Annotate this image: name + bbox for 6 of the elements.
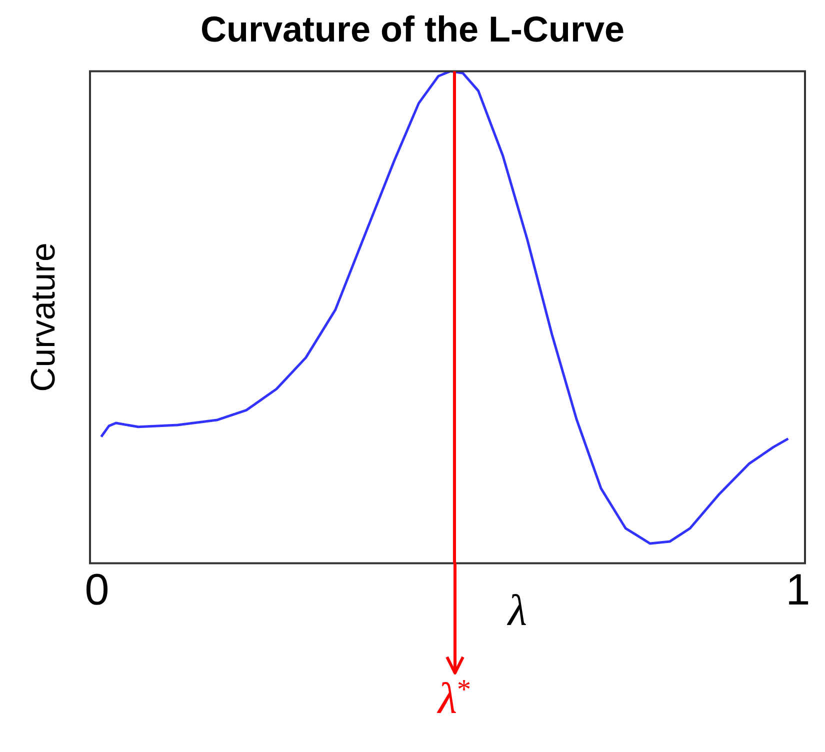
- y-axis-title: Curvature: [24, 242, 62, 392]
- x-axis-title: λ: [506, 586, 528, 635]
- chart-title: Curvature of the L-Curve: [200, 8, 625, 50]
- ref-line-label: λ*: [436, 674, 472, 723]
- x-tick-label: 1: [786, 566, 810, 615]
- x-tick-label: 0: [84, 566, 110, 615]
